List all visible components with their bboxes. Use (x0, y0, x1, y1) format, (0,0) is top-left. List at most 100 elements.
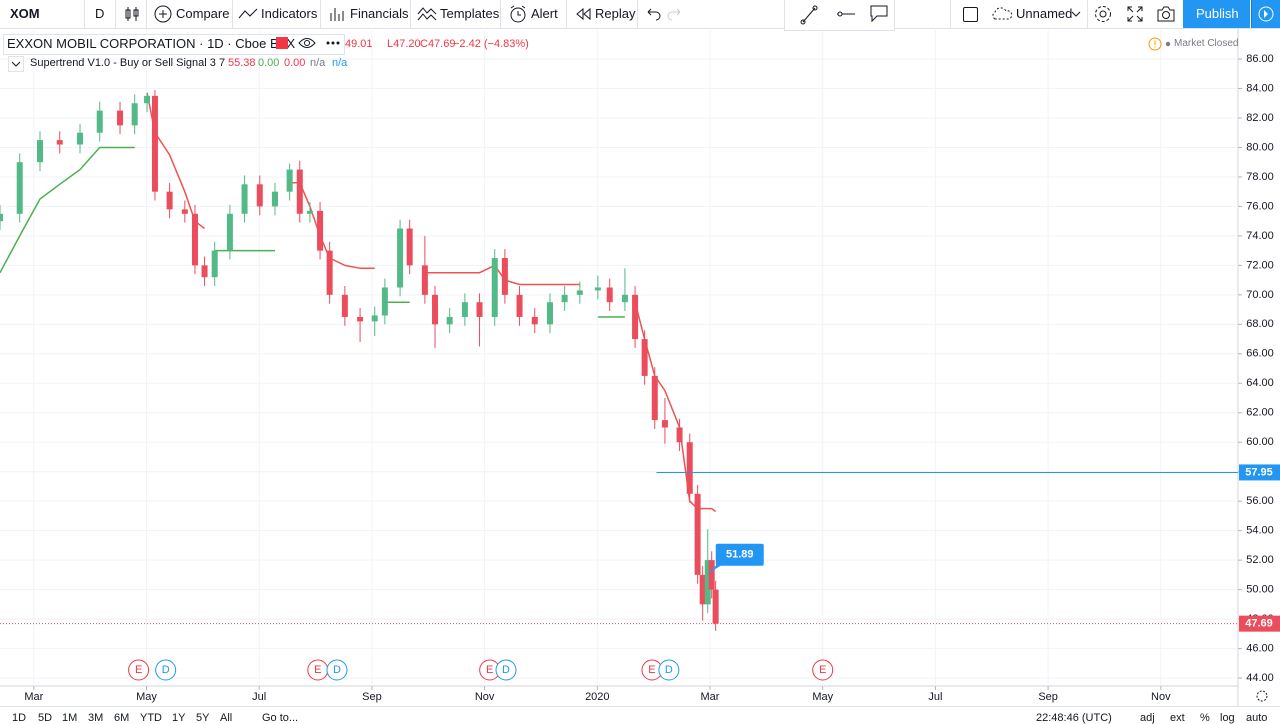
candle-body (576, 290, 583, 295)
gear (1256, 690, 1268, 702)
snapshot-icon[interactable] (1156, 5, 1176, 23)
legend-change: −2.42 (−4.83%) (453, 38, 529, 50)
range-button[interactable]: 5Y (196, 712, 210, 724)
candle-body (0, 213, 3, 222)
compare-button[interactable]: Compare (176, 6, 230, 21)
indicators-icon[interactable] (238, 6, 258, 22)
candle-body (406, 228, 413, 266)
candle-body (381, 287, 388, 316)
range-button[interactable]: YTD (140, 712, 162, 724)
drawing-icons[interactable] (785, 0, 894, 30)
symbol[interactable]: XOM (10, 6, 40, 21)
x-tick-label: Nov (475, 691, 495, 703)
more-icon[interactable] (324, 36, 342, 50)
candle-body (77, 132, 84, 145)
eye-icon[interactable] (298, 36, 316, 50)
candle-body (191, 213, 198, 266)
range-button[interactable]: All (220, 712, 233, 724)
candle-body (641, 339, 648, 376)
range-button[interactable]: 1Y (172, 712, 186, 724)
replay-button[interactable]: Replay (595, 6, 636, 21)
event-marker[interactable] (495, 659, 517, 681)
candle-body (211, 250, 218, 278)
separator (232, 0, 233, 28)
bottom-toolbar: 1D 5D 1M 3M 6M YTD 1Y 5Y All Go to... 22:48:46 (UT… (0, 706, 1280, 724)
y-tick-label: 50.00 (1246, 584, 1274, 596)
settings-icon[interactable] (1093, 4, 1113, 24)
axis-option[interactable]: auto (1246, 712, 1268, 724)
event-label: E (135, 664, 142, 676)
templates-button[interactable]: Templates (440, 6, 500, 21)
x-tick-label: Mar (701, 691, 720, 703)
publish-menu-icon (1258, 6, 1274, 22)
axis-settings[interactable] (1256, 690, 1268, 702)
undo-redo[interactable] (644, 6, 684, 22)
candle-body (561, 294, 568, 303)
alert-icon[interactable] (508, 4, 528, 24)
axis-option[interactable]: ext (1170, 712, 1185, 724)
axis-option[interactable]: % (1200, 712, 1210, 724)
compare-icon[interactable] (154, 5, 172, 23)
fullscreen-icon[interactable] (1126, 5, 1144, 23)
clock: 22:48:46 (UTC) (1036, 712, 1112, 724)
y-tick-label: 54.00 (1246, 525, 1274, 537)
axis-option[interactable]: adj (1140, 712, 1155, 724)
flag[interactable] (276, 37, 288, 49)
candle-body (661, 420, 668, 428)
range-button[interactable]: 1D (12, 712, 27, 724)
range-button[interactable]: 5D (38, 712, 53, 724)
financials-button[interactable]: Financials (350, 6, 409, 21)
publish-menu[interactable] (1251, 0, 1280, 28)
indicator-value: n/a (332, 57, 348, 69)
event-marker[interactable] (155, 659, 177, 681)
financials-icon[interactable] (328, 5, 346, 23)
range-button[interactable]: 1M (62, 712, 78, 724)
x-tick-label: 2020 (585, 691, 609, 703)
candle-body (432, 294, 439, 325)
y-tick-label: 64.00 (1246, 377, 1274, 389)
collapse-toggle[interactable] (8, 56, 24, 72)
y-tick-label: 56.00 (1246, 495, 1274, 507)
event-marker[interactable] (812, 659, 834, 681)
event-marker[interactable] (128, 659, 150, 681)
x-tick-label: Sep (1038, 691, 1058, 703)
status-dot (1165, 41, 1171, 47)
axis-option[interactable]: log (1220, 712, 1235, 724)
candle-body (326, 250, 333, 295)
y-tick-label: 72.00 (1246, 259, 1274, 271)
event-marker[interactable] (658, 659, 680, 681)
layout-name[interactable]: Unnamed (1016, 6, 1073, 21)
publish-button[interactable]: Publish (1196, 6, 1239, 21)
market-status: Market Closed (1174, 38, 1239, 49)
event-label: D (502, 664, 510, 676)
alert-button[interactable]: Alert (531, 6, 558, 21)
candle-body (476, 302, 483, 317)
price-label: 57.95 (1245, 466, 1273, 478)
dropdown-arrow[interactable] (1071, 9, 1081, 19)
interval[interactable]: D (95, 6, 105, 21)
y-tick-label: 80.00 (1246, 141, 1274, 153)
indicator-value: 0.00 (284, 57, 306, 69)
price-label-bg (1239, 464, 1280, 481)
candle-body (594, 287, 601, 291)
y-tick-label: 62.00 (1246, 407, 1274, 419)
publish-bg (1183, 0, 1250, 28)
templates-icon[interactable] (417, 5, 437, 23)
goto-button[interactable]: Go to... (262, 712, 299, 724)
separator (500, 0, 501, 28)
y-tick-label: 84.00 (1246, 82, 1274, 94)
y-tick-label: 82.00 (1246, 112, 1274, 124)
replay-icon[interactable] (575, 6, 591, 22)
indicators-button[interactable]: Indicators (261, 6, 318, 21)
chart-type-icon[interactable] (124, 5, 140, 23)
event-marker[interactable] (326, 659, 348, 681)
candle-body (491, 258, 498, 317)
range-button[interactable]: 6M (114, 712, 130, 724)
range-button[interactable]: 3M (88, 712, 104, 724)
drawing-tools (784, 0, 895, 31)
legend-title: EXXON MOBIL CORPORATION · 1D · Cboe BZX (7, 36, 296, 51)
candle-body (676, 427, 683, 443)
layout-checkbox[interactable] (963, 7, 978, 22)
y-tick-label: 78.00 (1246, 171, 1274, 183)
candle-body (397, 228, 404, 288)
